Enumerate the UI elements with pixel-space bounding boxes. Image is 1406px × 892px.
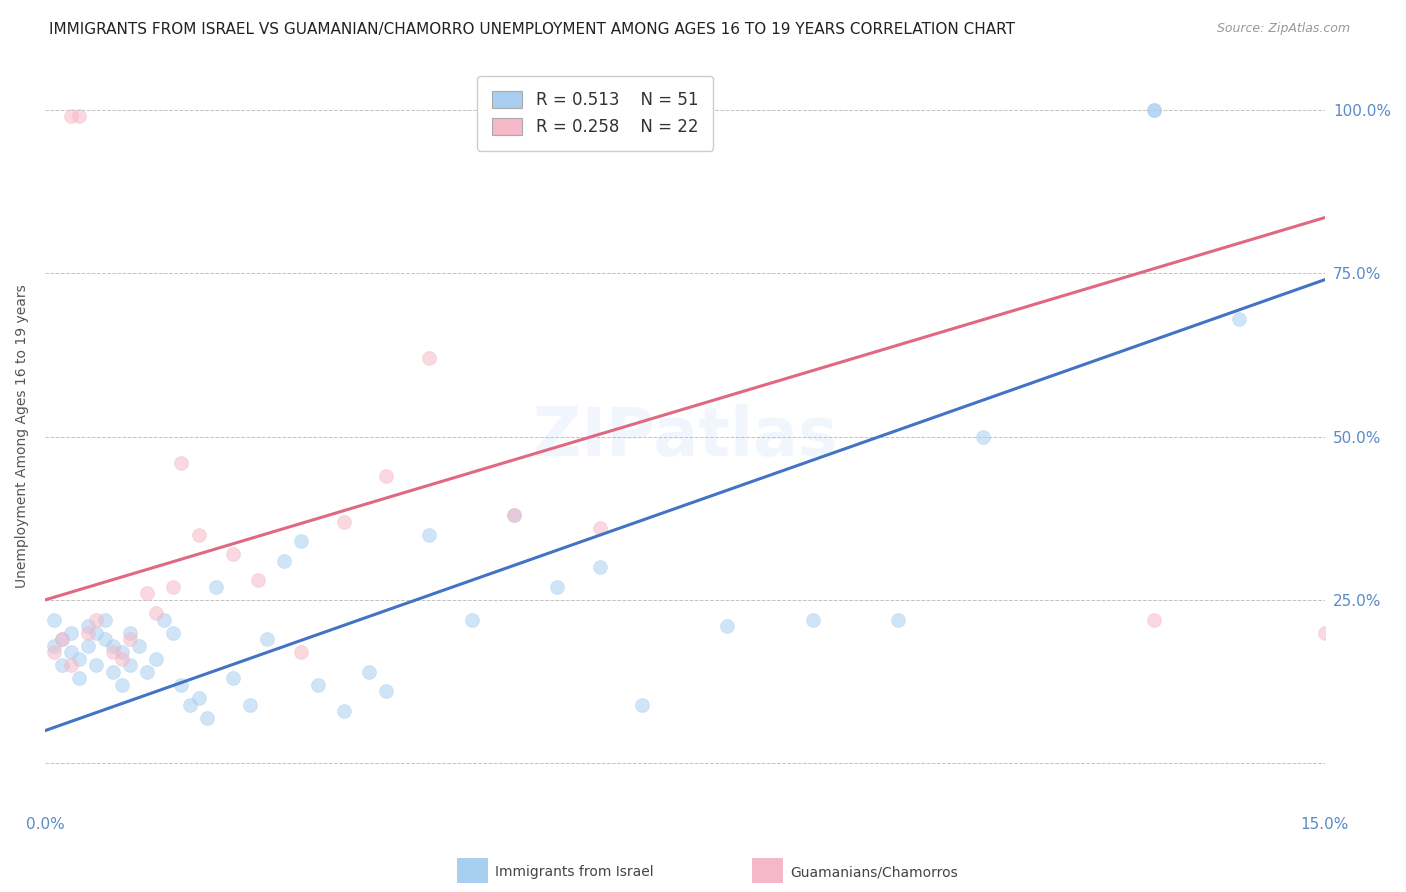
Point — [418, 351, 440, 366]
Point — [332, 515, 354, 529]
Point — [503, 508, 526, 522]
Point — [375, 684, 398, 698]
Point — [972, 429, 994, 443]
Point — [503, 508, 526, 522]
Point — [256, 632, 278, 647]
Point — [187, 690, 209, 705]
Point — [67, 652, 90, 666]
Point — [631, 698, 654, 712]
Point — [128, 639, 150, 653]
Point — [801, 613, 824, 627]
Text: Source: ZipAtlas.com: Source: ZipAtlas.com — [1216, 22, 1350, 36]
Point — [247, 574, 270, 588]
Point — [111, 645, 134, 659]
Point — [588, 560, 610, 574]
Point — [716, 619, 738, 633]
Text: Immigrants from Israel: Immigrants from Israel — [495, 865, 654, 880]
Point — [84, 658, 107, 673]
Point — [162, 580, 184, 594]
Point — [59, 658, 82, 673]
Point — [42, 645, 65, 659]
Point — [179, 698, 201, 712]
Point — [76, 625, 98, 640]
Point — [120, 632, 142, 647]
Point — [170, 678, 193, 692]
Point — [145, 606, 167, 620]
Point — [195, 710, 218, 724]
Point — [145, 652, 167, 666]
Point — [136, 665, 159, 679]
Y-axis label: Unemployment Among Ages 16 to 19 years: Unemployment Among Ages 16 to 19 years — [15, 285, 30, 589]
Point — [103, 645, 125, 659]
Point — [273, 554, 295, 568]
Point — [1313, 625, 1336, 640]
Point — [111, 652, 134, 666]
Point — [76, 639, 98, 653]
Point — [239, 698, 262, 712]
Point — [136, 586, 159, 600]
Point — [153, 613, 176, 627]
Point — [51, 632, 73, 647]
Point — [103, 665, 125, 679]
Point — [887, 613, 910, 627]
Point — [588, 521, 610, 535]
Point — [221, 671, 243, 685]
Point — [67, 671, 90, 685]
Point — [84, 625, 107, 640]
Point — [42, 613, 65, 627]
Point — [290, 645, 312, 659]
Point — [1143, 103, 1166, 117]
Point — [59, 625, 82, 640]
Point — [111, 678, 134, 692]
Point — [307, 678, 329, 692]
Point — [187, 527, 209, 541]
Point — [460, 613, 482, 627]
Point — [162, 625, 184, 640]
Point — [42, 639, 65, 653]
Text: Guamanians/Chamorros: Guamanians/Chamorros — [790, 865, 957, 880]
Point — [51, 632, 73, 647]
Point — [93, 632, 115, 647]
Point — [1143, 613, 1166, 627]
Point — [59, 645, 82, 659]
Point — [84, 613, 107, 627]
Point — [76, 619, 98, 633]
Point — [120, 658, 142, 673]
Point — [51, 658, 73, 673]
Point — [67, 109, 90, 123]
Point — [204, 580, 226, 594]
Point — [359, 665, 381, 679]
Point — [59, 109, 82, 123]
Point — [170, 456, 193, 470]
Point — [290, 534, 312, 549]
Legend: R = 0.513    N = 51, R = 0.258    N = 22: R = 0.513 N = 51, R = 0.258 N = 22 — [477, 76, 713, 151]
Point — [93, 613, 115, 627]
Point — [221, 547, 243, 561]
Point — [332, 704, 354, 718]
Point — [546, 580, 568, 594]
Point — [1227, 312, 1250, 326]
Point — [1143, 103, 1166, 117]
Text: ZIPatlas: ZIPatlas — [533, 403, 837, 469]
Point — [103, 639, 125, 653]
Text: IMMIGRANTS FROM ISRAEL VS GUAMANIAN/CHAMORRO UNEMPLOYMENT AMONG AGES 16 TO 19 YE: IMMIGRANTS FROM ISRAEL VS GUAMANIAN/CHAM… — [49, 22, 1015, 37]
Point — [120, 625, 142, 640]
Point — [375, 468, 398, 483]
Point — [418, 527, 440, 541]
